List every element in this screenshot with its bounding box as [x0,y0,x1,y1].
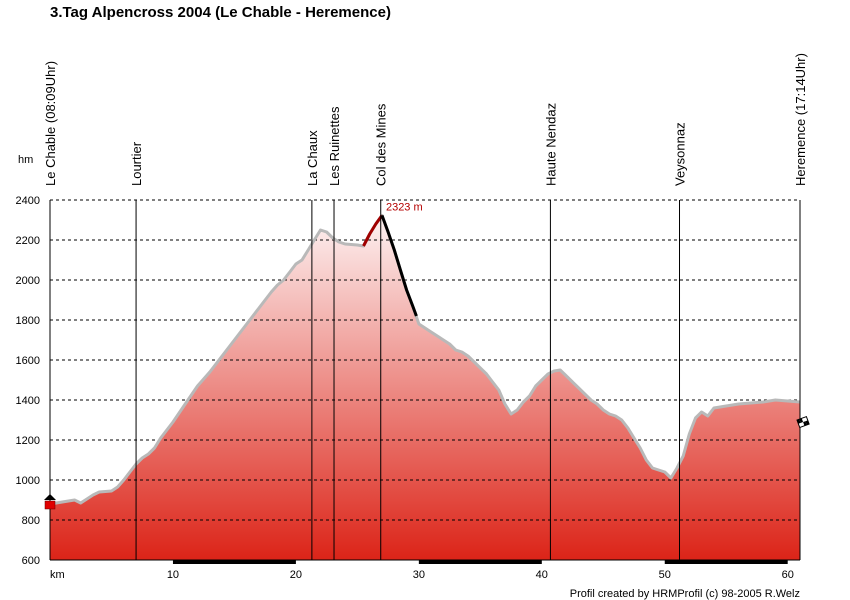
y-tick-label-600: 600 [22,555,40,567]
y-tick-label-2200: 2200 [16,235,40,247]
x-tick-label-50: 50 [659,569,671,581]
waypoint-label-6: Veysonnaz [673,122,688,186]
finish-flag-check-0 [797,419,801,424]
x-tick-label-20: 20 [290,569,302,581]
chart-title: 3.Tag Alpencross 2004 (Le Chable - Herem… [50,4,391,21]
finish-flag-icon [796,415,810,429]
x-tick-label-30: 30 [413,569,425,581]
x-tick-label-60: 60 [782,569,794,581]
waypoint-label-4: Col des Mines [374,103,389,186]
x-tick-label-10: 10 [167,569,179,581]
x-axis-label: km [50,569,65,581]
waypoint-label-1: Lourtier [129,141,144,186]
y-tick-label-1600: 1600 [16,355,40,367]
x-tick-label-40: 40 [536,569,548,581]
y-tick-label-1000: 1000 [16,475,40,487]
x-axis-band-2 [664,560,788,564]
finish-flag-check-3 [805,420,810,425]
x-axis-band-1 [418,560,542,564]
finish-flag-check-2 [799,418,804,423]
x-axis-band-0 [172,560,296,564]
profile-area [50,215,800,560]
y-tick-label-1200: 1200 [16,435,40,447]
y-tick-label-800: 800 [22,515,40,527]
waypoint-label-5: Haute Nendaz [543,103,558,186]
chart-credit: Profil created by HRMProfil (c) 98-2005 … [570,588,800,600]
peak-elevation-label: 2323 m [386,201,423,213]
y-tick-label-1800: 1800 [16,315,40,327]
start-marker-icon [44,494,56,500]
waypoint-label-0: Le Chable (08:09Uhr) [43,61,58,186]
finish-flag-check-1 [803,421,807,426]
climb-segment [362,214,384,247]
y-tick-label-1400: 1400 [16,395,40,407]
y-axis-label: hm [18,154,33,166]
waypoint-label-2: La Chaux [305,130,320,186]
start-flag-icon [44,500,56,510]
profile-outline [49,213,801,506]
waypoint-label-3: Les Ruinettes [327,106,342,186]
descent-segment [380,214,418,317]
y-tick-label-2400: 2400 [16,195,40,207]
waypoint-label-7: Heremence (17:14Uhr) [793,53,808,186]
y-tick-label-2000: 2000 [16,275,40,287]
